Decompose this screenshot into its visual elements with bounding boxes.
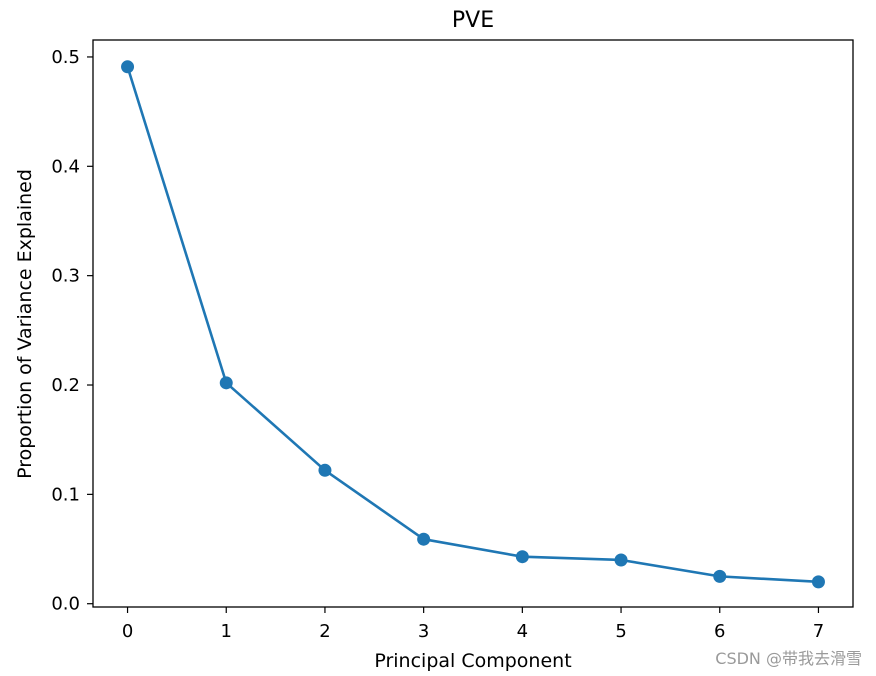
data-point-pc-7: [811, 575, 825, 589]
x-tick-label: 6: [714, 621, 725, 642]
y-tick-label: 0.5: [51, 47, 80, 68]
y-tick-label: 0.4: [51, 156, 80, 177]
plot-area: [92, 39, 854, 608]
x-tick-label: 5: [615, 621, 626, 642]
y-tick-label: 0.2: [51, 375, 80, 396]
data-point-pc-6: [713, 569, 727, 583]
data-point-pc-4: [515, 550, 529, 564]
x-tick-label: 4: [517, 621, 528, 642]
x-tick-label: 3: [418, 621, 429, 642]
data-point-pc-3: [417, 532, 431, 546]
y-axis-label: Proportion of Variance Explained: [14, 169, 36, 479]
watermark-text: CSDN @带我去滑雪: [715, 649, 862, 668]
series-line: [126, 66, 819, 584]
x-axis-label: Principal Component: [374, 650, 571, 672]
x-tick-label: 1: [221, 621, 232, 642]
x-axis: 0 1 2 3 4 5 6 7: [122, 607, 824, 642]
data-point-pc-1: [219, 376, 233, 390]
data-point-pc-2: [318, 463, 332, 477]
data-point-pc-0: [121, 60, 135, 74]
y-tick-label: 0.3: [51, 266, 80, 287]
y-tick-label: 0.0: [51, 594, 80, 615]
y-axis: 0.0 0.1 0.2 0.3 0.4 0.5: [51, 47, 93, 615]
chart-title: PVE: [452, 8, 494, 33]
data-point-pc-5: [614, 553, 628, 567]
x-tick-label: 7: [813, 621, 824, 642]
y-tick-label: 0.1: [51, 484, 80, 505]
plot-frame: [92, 39, 854, 608]
series-layer: [121, 60, 825, 589]
x-tick-label: 2: [319, 621, 330, 642]
x-tick-label: 0: [122, 621, 133, 642]
